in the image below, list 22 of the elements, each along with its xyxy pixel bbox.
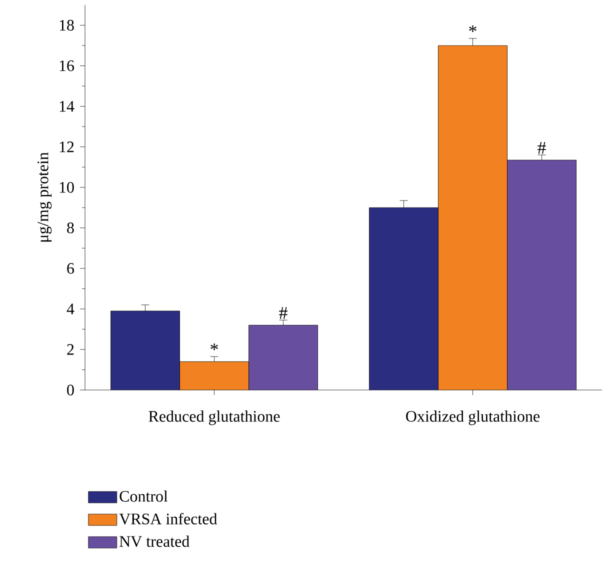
data-label: *: [210, 344, 218, 350]
legend-label: Control: [120, 490, 168, 502]
y-axis-title: μg/mg protein: [38, 152, 52, 242]
y-tick-label: 18: [60, 20, 74, 31]
y-tick-label: 4: [66, 304, 74, 314]
x-tick-label: Oxidized glutathione: [406, 410, 540, 426]
x-tick-label: Reduced glutathione: [148, 410, 280, 426]
y-tick-label: 12: [60, 142, 74, 152]
data-label: #: [279, 307, 288, 319]
y-tick-label: 14: [60, 101, 74, 112]
bar: [438, 45, 508, 390]
y-tick-label: 10: [60, 182, 74, 193]
y-tick-label: 2: [67, 344, 74, 355]
y-tick-label: 16: [60, 60, 74, 72]
y-tick-label: 8: [67, 222, 74, 234]
y-tick-label: 6: [67, 263, 74, 274]
legend-label: NV treated: [120, 536, 190, 547]
legend-label: VRSA infected: [119, 512, 218, 524]
data-label: *: [469, 25, 476, 32]
bar: [180, 362, 249, 390]
y-tick-label: 0: [67, 384, 74, 396]
data-label: #: [538, 142, 546, 154]
